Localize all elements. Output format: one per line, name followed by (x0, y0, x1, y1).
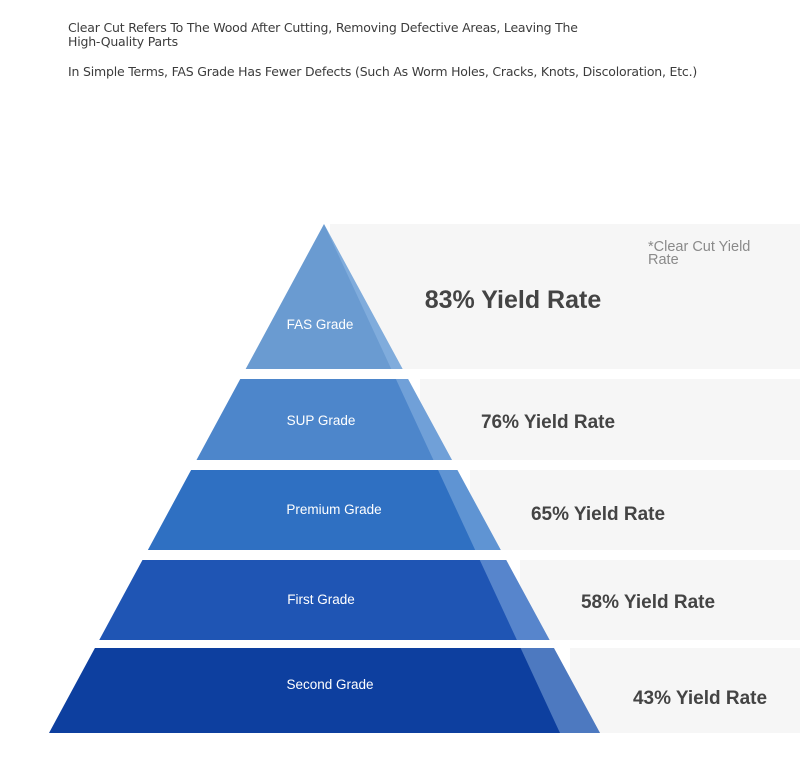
pyramid-tier-facet-3 (438, 470, 501, 550)
pyramid-tier-3 (147, 470, 501, 550)
yield-rate-5: 43% Yield Rate (633, 688, 767, 709)
intro-text-clear-cut: Clear Cut Refers To The Wood After Cutti… (68, 20, 578, 49)
pyramid-tiers: FAS Grade 83% Yield Rate SUP Grade 76% Yiel… (49, 224, 767, 733)
note-line-1: *Clear Cut Yield (648, 239, 750, 255)
pyramid-tier-5 (49, 648, 600, 733)
pyramid-tier-facet-4 (479, 560, 550, 640)
tier-label-3: Premium Grade (286, 502, 381, 517)
yield-band-2 (420, 379, 800, 460)
note-line-2: Rate (648, 252, 679, 268)
pyramid-tier-facet-1 (324, 224, 403, 369)
tier-label-2: SUP Grade (287, 413, 356, 428)
yield-rate-4: 58% Yield Rate (581, 592, 715, 613)
pyramid-tier-facet-5 (520, 648, 600, 733)
pyramid-tier-2 (196, 379, 452, 460)
yield-rate-3: 65% Yield Rate (531, 504, 665, 525)
tier-label-4: First Grade (287, 592, 355, 607)
intro-text-fas-grade: In Simple Terms, FAS Grade Has Fewer Def… (68, 64, 698, 79)
yield-band-3 (470, 470, 800, 550)
pyramid-tier-4 (99, 560, 550, 640)
yield-bands (330, 224, 800, 733)
tier-label-1: FAS Grade (287, 317, 354, 332)
tier-label-5: Second Grade (286, 677, 373, 692)
yield-band-4 (520, 560, 800, 640)
pyramid-tier-facet-2 (395, 379, 452, 460)
yield-rate-1: 83% Yield Rate (425, 286, 602, 314)
pyramid-tier-1 (245, 224, 403, 369)
yield-rate-2: 76% Yield Rate (481, 412, 615, 433)
yield-band-1 (330, 224, 800, 369)
yield-band-5 (570, 648, 800, 733)
